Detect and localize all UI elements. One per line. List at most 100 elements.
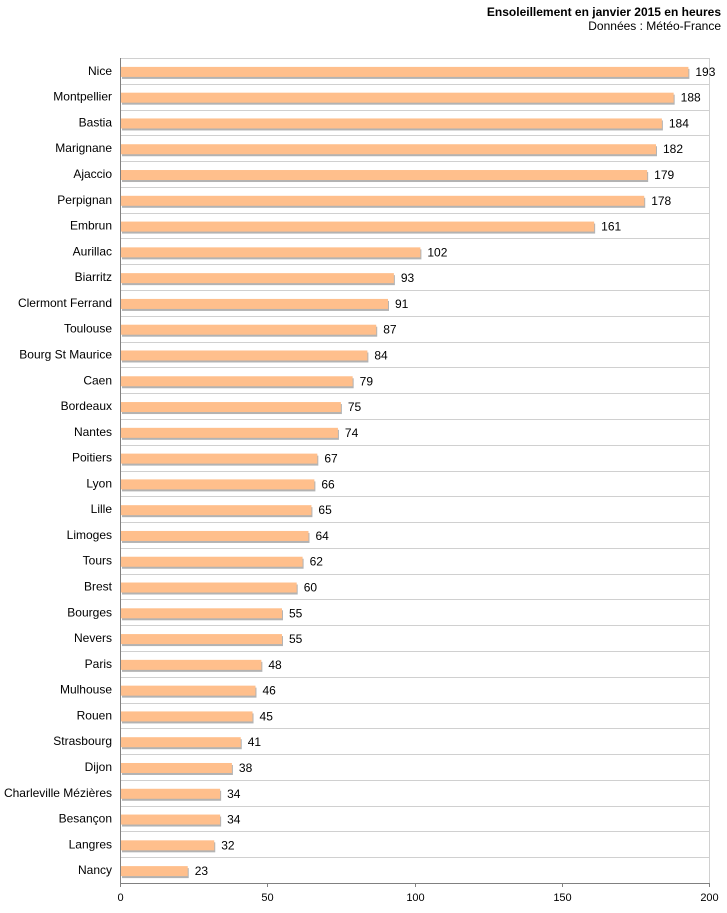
- bar: [121, 479, 315, 490]
- value-label: 66: [321, 477, 335, 491]
- value-label: 87: [383, 323, 397, 337]
- category-label: Paris: [85, 657, 112, 671]
- category-label: Limoges: [67, 528, 112, 542]
- bar: [121, 118, 662, 129]
- bar: [121, 608, 282, 619]
- value-label: 161: [601, 220, 621, 234]
- value-label: 84: [374, 348, 388, 362]
- category-label: Nice: [88, 64, 112, 78]
- bar: [121, 247, 421, 258]
- bar: [121, 505, 312, 516]
- category-label: Lyon: [86, 476, 112, 490]
- value-label: 55: [289, 632, 303, 646]
- value-label: 179: [654, 168, 674, 182]
- value-label: 79: [360, 374, 374, 388]
- bar: [121, 195, 645, 206]
- value-label: 184: [669, 116, 689, 130]
- bar: [121, 221, 595, 232]
- value-label: 188: [681, 91, 701, 105]
- value-label: 64: [315, 529, 329, 543]
- value-label: 67: [324, 452, 338, 466]
- bar: [121, 66, 689, 77]
- category-label: Bordeaux: [61, 399, 112, 413]
- category-label: Nevers: [74, 631, 112, 645]
- bar: [121, 711, 253, 722]
- bar: [121, 634, 282, 645]
- value-label: 55: [289, 606, 303, 620]
- value-label: 93: [401, 271, 415, 285]
- x-tick-label: 200: [700, 892, 718, 904]
- x-tick-label: 50: [261, 892, 273, 904]
- category-label: Langres: [69, 837, 112, 851]
- value-label: 38: [239, 761, 253, 775]
- bar: [121, 762, 232, 773]
- category-label: Rouen: [77, 708, 112, 722]
- bar: [121, 737, 241, 748]
- category-label: Strasbourg: [53, 734, 112, 748]
- value-label: 74: [345, 426, 359, 440]
- value-label: 41: [248, 735, 262, 749]
- value-label: 178: [651, 194, 671, 208]
- bar: [121, 92, 674, 103]
- chart-title: Ensoleillement en janvier 2015 en heures: [486, 5, 721, 19]
- category-label: Bastia: [79, 115, 113, 129]
- category-label: Biarritz: [75, 270, 112, 284]
- category-label: Toulouse: [64, 322, 112, 336]
- bar: [121, 556, 303, 567]
- bar: [121, 659, 262, 670]
- value-label: 65: [318, 503, 332, 517]
- category-label: Mulhouse: [60, 683, 112, 697]
- category-label: Poitiers: [72, 451, 112, 465]
- x-tick-label: 100: [406, 892, 424, 904]
- bar: [121, 376, 353, 387]
- category-label: Tours: [83, 554, 112, 568]
- value-label: 48: [268, 658, 282, 672]
- value-label: 75: [348, 400, 362, 414]
- category-label: Montpellier: [53, 90, 112, 104]
- bar: [121, 324, 377, 335]
- category-label: Bourges: [67, 605, 112, 619]
- bar: [121, 402, 341, 413]
- value-label: 102: [427, 245, 447, 259]
- category-label: Caen: [83, 373, 112, 387]
- bar: [121, 298, 388, 309]
- bar: [121, 427, 338, 438]
- value-label: 62: [310, 555, 324, 569]
- value-label: 34: [227, 813, 241, 827]
- bar: [121, 530, 309, 541]
- value-label: 182: [663, 142, 683, 156]
- bar: [121, 273, 394, 284]
- value-label: 91: [395, 297, 409, 311]
- category-label: Marignane: [55, 141, 112, 155]
- bar: [121, 685, 256, 696]
- category-label: Clermont Ferrand: [18, 296, 112, 310]
- bar: [121, 582, 297, 593]
- bar: [121, 453, 318, 464]
- bar: [121, 788, 221, 799]
- value-label: 46: [262, 684, 276, 698]
- category-label: Aurillac: [73, 244, 112, 258]
- value-label: 193: [695, 65, 715, 79]
- category-label: Charleville Mézières: [4, 786, 112, 800]
- bar: [121, 170, 648, 181]
- value-label: 34: [227, 787, 241, 801]
- chart-subtitle: Données : Météo-France: [588, 19, 721, 33]
- value-label: 60: [304, 581, 318, 595]
- bar: [121, 814, 221, 825]
- category-label: Lille: [91, 502, 113, 516]
- category-label: Bourg St Maurice: [19, 347, 112, 361]
- title-block: Ensoleillement en janvier 2015 en heures…: [487, 5, 721, 34]
- category-label: Besançon: [59, 812, 112, 826]
- category-label: Dijon: [85, 760, 112, 774]
- bar: [121, 840, 215, 851]
- category-label: Brest: [84, 580, 113, 594]
- bar: [121, 144, 656, 155]
- value-label: 45: [260, 709, 274, 723]
- category-label: Perpignan: [57, 193, 112, 207]
- x-tick-label: 150: [553, 892, 571, 904]
- x-tick-label: 0: [117, 892, 123, 904]
- category-label: Nancy: [78, 863, 112, 877]
- bar: [121, 866, 188, 877]
- bar: [121, 350, 368, 361]
- category-label: Embrun: [70, 219, 112, 233]
